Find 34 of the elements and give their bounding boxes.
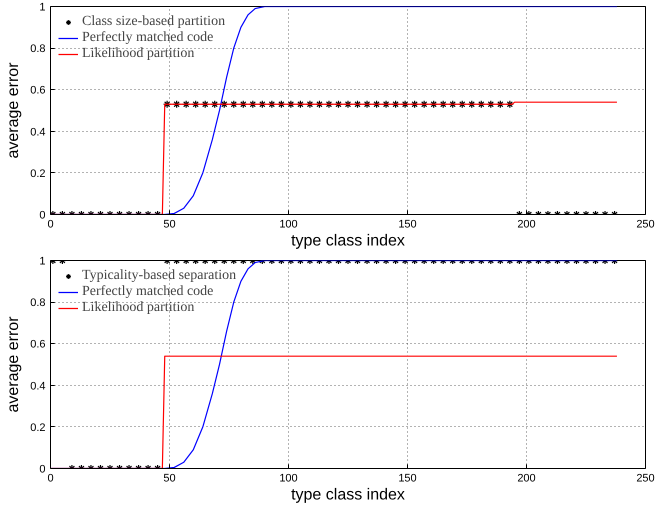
x-tick-label: 100 (279, 218, 298, 230)
y-tick-label: 0.4 (30, 380, 46, 392)
x-tick-label: 100 (279, 472, 298, 484)
y-tick-label: 0 (39, 210, 46, 222)
y-tick-label: 0.8 (30, 43, 46, 56)
x-axis-title: type class index (291, 232, 405, 250)
y-tick-label: 0.4 (30, 126, 46, 138)
y-tick-label: 1 (39, 2, 46, 14)
x-tick-label: 50 (163, 472, 176, 484)
legend-label: Likelihood partition (82, 300, 194, 316)
x-tick-label: 150 (398, 472, 417, 484)
y-tick-label: 0.2 (30, 422, 46, 434)
x-tick-label: 0 (47, 218, 54, 230)
y-tick-label: 0.6 (30, 84, 46, 97)
x-tick-label: 200 (517, 472, 536, 484)
y-axis-title: average error (5, 62, 22, 159)
legend-label: Class size-based partition (82, 14, 226, 30)
y-tick-label: 0 (39, 464, 46, 476)
y-axis-title: average error (5, 316, 22, 413)
legend-label: Perfectly matched code (82, 284, 214, 300)
x-tick-label: 250 (636, 472, 655, 484)
x-tick-label: 250 (636, 218, 655, 230)
legend-label: Perfectly matched code (82, 30, 214, 46)
legend-label: Typicality-based separation (82, 268, 236, 284)
x-tick-label: 150 (398, 218, 417, 230)
x-axis-title: type class index (291, 486, 405, 504)
x-tick-label: 50 (163, 218, 176, 230)
y-tick-label: 1 (39, 256, 46, 268)
y-tick-label: 0.6 (30, 338, 46, 351)
x-tick-label: 0 (47, 472, 54, 484)
y-tick-label: 0.2 (30, 168, 46, 180)
y-tick-label: 0.8 (30, 297, 46, 310)
x-tick-label: 200 (517, 218, 536, 230)
legend-label: Likelihood partition (82, 46, 194, 62)
